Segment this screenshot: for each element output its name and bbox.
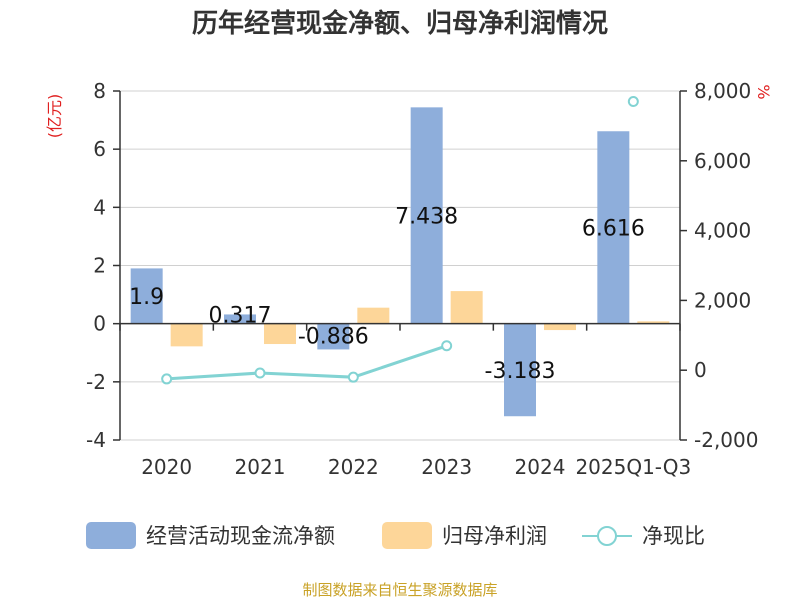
legend-label-ratio: 净现比 bbox=[642, 524, 705, 548]
data-label-cashflow: -3.183 bbox=[485, 359, 556, 384]
category-label: 2024 bbox=[515, 455, 566, 479]
data-label-cashflow: 1.9 bbox=[129, 285, 164, 310]
bar-cashflow bbox=[410, 107, 443, 324]
bar-cashflow bbox=[130, 268, 163, 324]
bar-cashflow bbox=[597, 131, 630, 324]
ratio-point bbox=[254, 367, 266, 379]
data-labels: 1.9 0.317 -0.886 7.438 -3.183 6.616 bbox=[129, 205, 645, 384]
left-tick-label: 8 bbox=[93, 79, 106, 103]
left-tick-label: 6 bbox=[93, 137, 106, 161]
right-tick-label: 6,000 bbox=[694, 149, 751, 173]
bar-net-profit bbox=[170, 323, 203, 347]
axes: 8 6 4 2 0 -2 -4 8,000 6,000 4,000 2,000 0 -2,000 2020… bbox=[86, 79, 758, 479]
gridlines bbox=[120, 90, 680, 441]
bar-net-profit bbox=[450, 291, 483, 324]
source-text: 制图数据来自恒生聚源数据库 bbox=[302, 581, 497, 599]
ratio-point bbox=[347, 371, 359, 383]
bar-net-profit bbox=[264, 323, 296, 345]
ratio-point bbox=[161, 373, 173, 385]
category-label: 2025Q1-Q3 bbox=[575, 455, 691, 479]
data-label-cashflow: 0.317 bbox=[209, 304, 272, 329]
legend-swatch-net-profit bbox=[382, 522, 432, 549]
left-axis-unit: (亿元) bbox=[45, 94, 64, 139]
legend-label-cashflow: 经营活动现金流净额 bbox=[146, 524, 335, 548]
left-tick-label: 2 bbox=[93, 254, 106, 278]
bars bbox=[130, 107, 670, 417]
ratio-point bbox=[627, 95, 639, 107]
bar-cashflow bbox=[504, 323, 536, 417]
ratio-line-path bbox=[166, 344, 448, 381]
category-label: 2021 bbox=[235, 455, 286, 479]
data-label-cashflow: -0.886 bbox=[298, 325, 369, 350]
chart-title: 历年经营现金净额、归母净利润情况 bbox=[192, 8, 608, 39]
right-tick-label: 0 bbox=[694, 358, 707, 382]
legend-label-net-profit: 归母净利润 bbox=[442, 524, 547, 548]
right-tick-label: 8,000 bbox=[694, 79, 751, 103]
legend-item-ratio[interactable]: 净现比 bbox=[582, 524, 705, 548]
right-tick-label: -2,000 bbox=[694, 428, 758, 452]
left-tick-label: 0 bbox=[93, 312, 106, 336]
legend: 经营活动现金流净额 归母净利润 净现比 bbox=[86, 522, 705, 549]
category-label: 2022 bbox=[328, 455, 379, 479]
category-label: 2023 bbox=[421, 455, 472, 479]
left-tick-label: 4 bbox=[93, 195, 106, 219]
legend-swatch-cashflow bbox=[86, 522, 136, 549]
right-tick-label: 4,000 bbox=[694, 219, 751, 243]
right-axis-unit: % bbox=[754, 84, 773, 99]
right-tick-label: 2,000 bbox=[694, 288, 751, 312]
data-label-cashflow: 7.438 bbox=[395, 205, 458, 230]
ratio-line bbox=[161, 95, 639, 385]
bar-net-profit bbox=[357, 307, 390, 324]
bar-net-profit bbox=[637, 321, 670, 324]
bar-cashflow bbox=[317, 323, 350, 350]
category-label: 2020 bbox=[141, 455, 192, 479]
legend-item-cashflow[interactable]: 经营活动现金流净额 bbox=[86, 522, 335, 549]
legend-swatch-ratio-marker bbox=[597, 526, 617, 546]
data-label-cashflow: 6.616 bbox=[582, 216, 645, 241]
ratio-point bbox=[441, 340, 453, 352]
bar-cashflow bbox=[224, 314, 256, 324]
left-tick-label: -2 bbox=[86, 370, 106, 394]
legend-item-net-profit[interactable]: 归母净利润 bbox=[382, 522, 547, 549]
bar-net-profit bbox=[544, 323, 576, 331]
left-tick-label: -4 bbox=[86, 428, 106, 452]
